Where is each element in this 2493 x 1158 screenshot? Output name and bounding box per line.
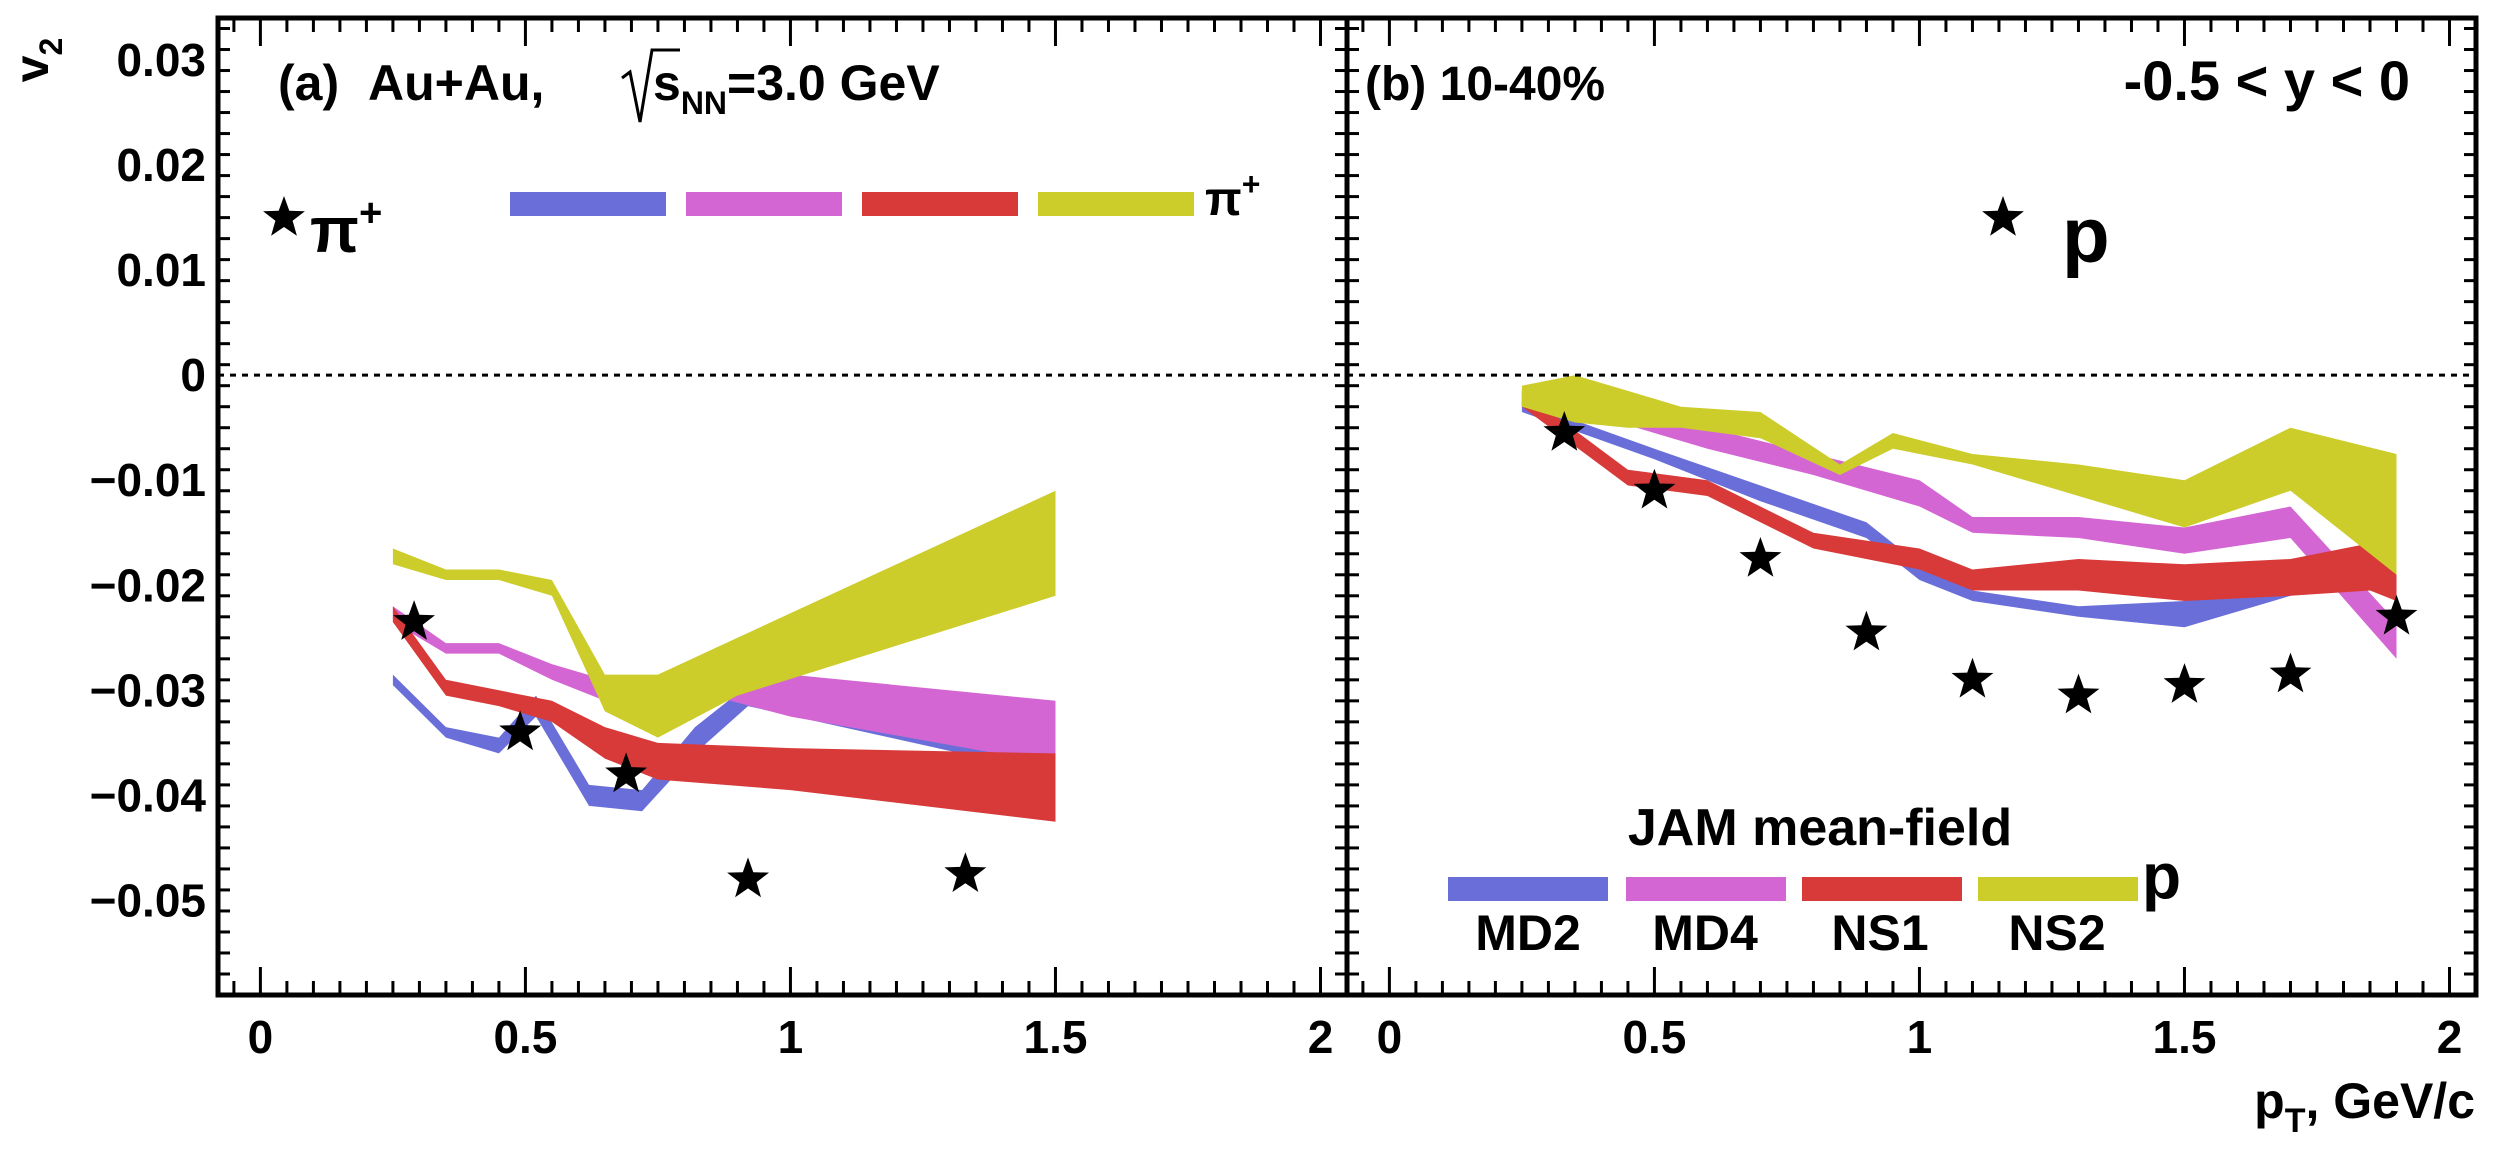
legend-swatch-b-ns1 [1802, 877, 1962, 901]
panel-a-label: (a) [278, 55, 339, 111]
panel-a-model-legend: π+ [1205, 166, 1260, 226]
legend-star-b [1982, 196, 2024, 236]
panel-b-model-legend: p [2142, 840, 2181, 912]
panel-a-energy: sNN=3.0 GeV [653, 55, 940, 121]
y-tick-label: −0.04 [90, 769, 207, 821]
legend-swatch-a-md4 [686, 192, 842, 216]
data-point-b [1739, 537, 1782, 577]
legend-name-ns2: NS2 [2008, 905, 2105, 961]
data-point-b [2057, 673, 2100, 714]
band-md4-b [1521, 390, 2397, 659]
x-tick-label-b: 1 [1907, 1011, 1933, 1063]
data-point-b [1633, 468, 1676, 509]
legend-swatch-a-ns2 [1038, 192, 1194, 216]
x-tick-label-a: 2 [1308, 1011, 1334, 1063]
data-point-a [727, 857, 769, 898]
panel-a-model-legend-sup: + [1242, 166, 1261, 202]
panel-a-data-legend-sup: + [359, 191, 382, 235]
legend-name-md2: MD2 [1475, 905, 1581, 961]
y-axis-label: v2 [6, 38, 69, 83]
x-tick-label-b: 2 [2437, 1011, 2463, 1063]
energy-sub: NN [681, 85, 727, 121]
data-point-b [1543, 411, 1586, 451]
x-tick-label-b: 0.5 [1622, 1011, 1686, 1063]
y-tick-label: 0 [180, 349, 206, 401]
data-point-a [499, 710, 542, 751]
x-tick-label-a: 1 [778, 1011, 804, 1063]
y-axis-label-sub: 2 [33, 38, 69, 56]
legend-name-md4: MD4 [1652, 905, 1758, 961]
band-ns1-b [1521, 390, 2397, 601]
y-tick-label: 0.02 [116, 139, 206, 191]
band-ns2-b [1521, 375, 2397, 575]
legend-swatch-a-ns1 [862, 192, 1018, 216]
energy-value: =3.0 GeV [727, 55, 940, 111]
band-ns2-a [392, 490, 1056, 738]
y-tick-label: 0.03 [116, 34, 206, 86]
legend-swatch-b-md2 [1448, 877, 1608, 901]
model-legend-title: JAM mean-field [1628, 799, 2012, 857]
y-tick-label: 0.01 [116, 244, 206, 296]
data-point-a [605, 752, 648, 793]
x-axis-label: pT, GeV/c [2254, 1073, 2475, 1140]
band-md2-a [392, 674, 1056, 812]
panel-b: 0 0.5 1 1.5 2 [1344, 15, 2479, 1063]
legend-swatch-b-md4 [1626, 877, 1786, 901]
legend-name-ns1: NS1 [1831, 905, 1928, 961]
legend-swatch-a-md2 [510, 192, 666, 216]
x-tick-label-a: 0.5 [493, 1011, 557, 1063]
x-axis-label-sub: T [2285, 1102, 2306, 1140]
data-point-b [1951, 657, 1994, 698]
panel-b-rapidity: -0.5 < y < 0 [2124, 49, 2410, 112]
panel-b-data-legend: p [2062, 191, 2110, 279]
x-tick-label-a: 0 [248, 1011, 274, 1063]
x-tick-label-b: 1.5 [2152, 1011, 2216, 1063]
panel-a-data-legend: π+ [310, 191, 382, 266]
data-point-b [2375, 594, 2418, 635]
y-tick-label: −0.03 [90, 664, 206, 716]
legend-swatch-b-ns2 [1978, 877, 2138, 901]
y-tick-label: −0.01 [90, 454, 206, 506]
frame-a [215, 15, 1350, 998]
data-point-b [2163, 663, 2206, 703]
panel-a-system: Au+Au, [368, 55, 544, 111]
panel-b-label: (b) 10-40% [1365, 58, 1605, 111]
x-axis-label-unit: , GeV/c [2305, 1073, 2475, 1129]
sqrt-symbol [621, 48, 680, 123]
y-tick-label: −0.02 [90, 559, 206, 611]
band-ns1-a [392, 606, 1056, 822]
panel-a: 0 0.5 1 1.5 2 0.03 0.02 0.01 0 −0.01 −0.02 −0.03 −0.… [90, 15, 1350, 1063]
x-tick-label-b: 0 [1377, 1011, 1403, 1063]
data-point-a [944, 852, 987, 892]
data-point-b [1845, 610, 1888, 651]
frame-b [1344, 15, 2479, 998]
data-point-a [393, 600, 435, 640]
legend-star-a [263, 196, 305, 236]
x-tick-label-a: 1.5 [1023, 1011, 1087, 1063]
y-tick-label: −0.05 [90, 874, 206, 926]
data-point-b [2269, 652, 2312, 693]
